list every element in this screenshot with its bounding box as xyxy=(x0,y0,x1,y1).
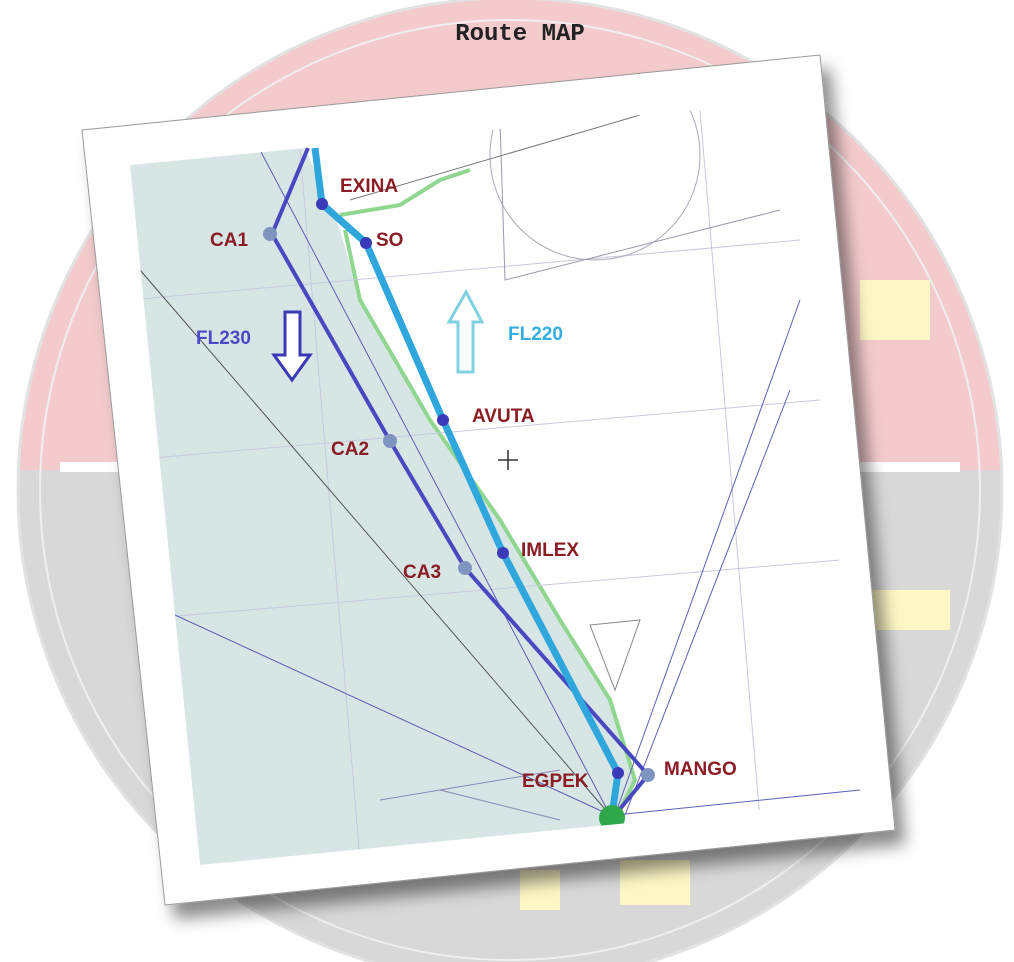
waypoint-marker xyxy=(612,767,624,779)
flight-level-label: FL220 xyxy=(508,324,563,345)
sector xyxy=(589,619,641,692)
watermark-ring xyxy=(39,19,981,961)
airway xyxy=(624,389,791,816)
waypoint-label: EGPEK xyxy=(522,771,589,792)
sea xyxy=(130,148,635,865)
map xyxy=(130,100,861,865)
route-fl230 xyxy=(269,147,651,817)
coastline xyxy=(339,168,471,217)
waypoint-marker xyxy=(458,561,472,575)
descend-arrow xyxy=(271,310,313,383)
waypoint-label: AVUTA xyxy=(472,406,535,427)
waypoint-marker xyxy=(263,227,277,241)
coastline xyxy=(343,229,638,811)
airway xyxy=(614,789,861,816)
waypoint-marker xyxy=(437,414,449,426)
airspace-circle xyxy=(489,100,701,261)
waypoint-label: IMLEX xyxy=(521,540,579,561)
waypoint-label: CA3 xyxy=(403,562,441,583)
title: Route MAP xyxy=(455,21,585,48)
waypoint-markers xyxy=(263,198,655,782)
flight-level-label: FL230 xyxy=(196,328,251,349)
gear-tooth xyxy=(620,860,690,905)
waypoint-label: EXINA xyxy=(340,176,398,197)
airway xyxy=(614,299,801,816)
gear-tooth xyxy=(520,870,560,910)
waypoint-label: MANGO xyxy=(664,759,737,780)
airway xyxy=(259,149,611,816)
waypoint-marker xyxy=(383,434,397,448)
airway xyxy=(349,114,641,201)
center-cross xyxy=(498,450,518,470)
airway xyxy=(139,269,611,816)
waypoint-marker xyxy=(360,237,372,249)
waypoint-label: SO xyxy=(376,230,403,251)
waypoint-label: CA1 xyxy=(210,230,248,251)
gear-tooth xyxy=(860,280,930,340)
watermark-ring xyxy=(16,0,1004,962)
climb-arrow xyxy=(446,288,485,374)
approach xyxy=(379,769,561,821)
waypoint-marker xyxy=(641,768,655,782)
waypoint-marker xyxy=(316,198,328,210)
waypoint-label: CA2 xyxy=(331,439,369,460)
airspace-boundary xyxy=(499,119,781,281)
waypoint-marker xyxy=(497,547,509,559)
airway xyxy=(174,614,611,816)
